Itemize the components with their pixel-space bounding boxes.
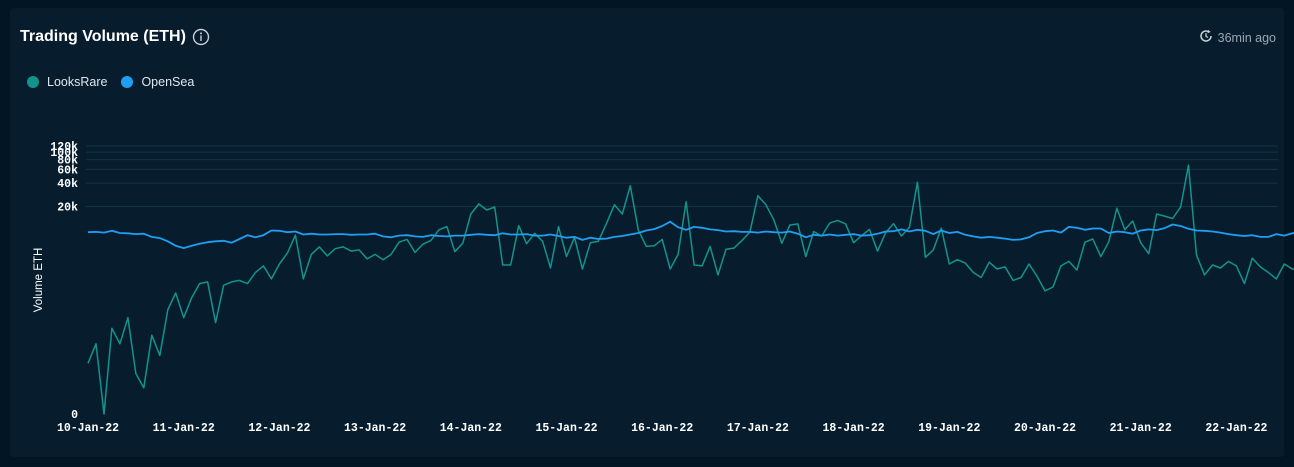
y-tick-label: 120k (50, 141, 78, 154)
last-updated: 36min ago (1199, 29, 1276, 46)
x-tick-label: 22-Jan-22 (1205, 422, 1267, 435)
x-tick-label: 10-Jan-22 (57, 422, 119, 435)
title-row: Trading Volume (ETH) (20, 28, 210, 46)
chart-card (10, 8, 1284, 457)
x-tick-label: 17-Jan-22 (727, 422, 789, 435)
x-tick-label: 20-Jan-22 (1014, 422, 1076, 435)
y-axis-label: Volume ETH (33, 248, 45, 313)
x-tick-label: 13-Jan-22 (344, 422, 406, 435)
y-tick-label: 40k (57, 178, 78, 191)
y-tick-label: 80k (57, 155, 78, 168)
legend: LooksRare OpenSea (27, 75, 208, 89)
y-tick-label: 60k (57, 164, 78, 177)
refresh-clock-icon[interactable] (1199, 29, 1218, 46)
legend-item-opensea[interactable]: OpenSea (121, 75, 194, 89)
x-tick-label: 21-Jan-22 (1110, 422, 1172, 435)
grid-lines (86, 145, 1278, 207)
x-tick-label: 14-Jan-22 (440, 422, 502, 435)
series-lines (87, 164, 1294, 415)
legend-dot-looksrare (27, 76, 39, 88)
legend-label-looksrare: LooksRare (47, 75, 108, 89)
x-tick-label: 11-Jan-22 (153, 422, 215, 435)
y-tick-label: 0 (71, 409, 78, 422)
y-tick-label: 100k (50, 147, 78, 160)
x-tick-label: 18-Jan-22 (823, 422, 885, 435)
legend-label-opensea: OpenSea (141, 75, 195, 89)
updated-text: 36min ago (1217, 30, 1276, 45)
chart-title: Trading Volume (ETH) (20, 28, 186, 45)
x-axis-ticks: 10-Jan-22 11-Jan-22 12-Jan-22 13-Jan-22 14-J… (57, 422, 1268, 435)
x-tick-label: 12-Jan-22 (248, 422, 310, 435)
series-line-looksrare (87, 164, 1294, 415)
info-icon[interactable] (192, 28, 210, 46)
x-tick-label: 19-Jan-22 (918, 422, 980, 435)
legend-dot-opensea (121, 76, 134, 88)
legend-item-looksrare[interactable]: LooksRare (27, 75, 107, 89)
series-line-opensea (87, 220, 1294, 250)
y-tick-label: 20k (57, 201, 78, 214)
x-tick-label: 16-Jan-22 (631, 422, 693, 435)
x-tick-label: 15-Jan-22 (535, 422, 597, 435)
